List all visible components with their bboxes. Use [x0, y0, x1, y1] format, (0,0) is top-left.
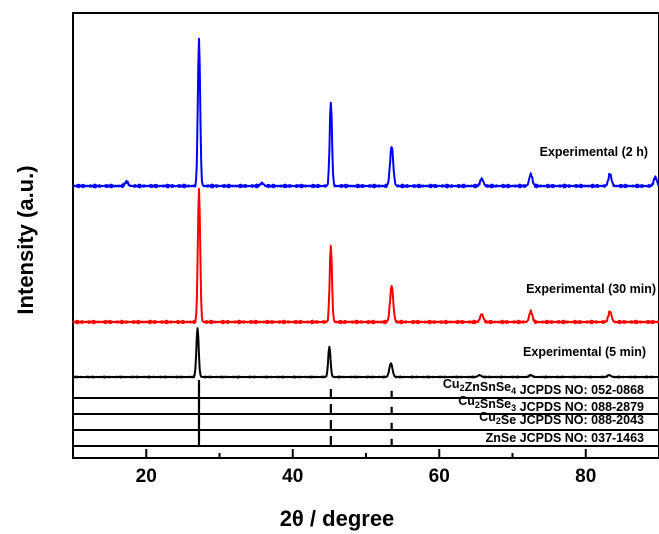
ref-1-label: Cu2ZnSnSe4 JCPDS NO: 052-0868	[443, 377, 644, 397]
ref-4-label: ZnSe JCPDS NO: 037-1463	[486, 431, 644, 445]
series-line-experimental-5-min	[72, 327, 659, 379]
x-tick-label-40: 40	[282, 466, 303, 487]
ref-2-label: Cu2SnSe3 JCPDS NO: 088-2879	[458, 394, 644, 414]
x-tick-label-20: 20	[136, 466, 157, 487]
ref-3-label: Cu2Se JCPDS NO: 088-2043	[479, 410, 644, 427]
series-line-experimental-2-h	[72, 37, 659, 189]
y-axis-title: Intensity (a.u.)	[13, 165, 38, 314]
x-axis-ticks: 20 40 60 80	[72, 449, 659, 487]
x-axis-title: 2θ / degree	[280, 506, 395, 531]
x-tick-label-80: 80	[575, 466, 596, 487]
x-tick-label-60: 60	[429, 466, 450, 487]
series-label-experimental-2-h: Experimental (2 h)	[540, 145, 648, 159]
series-line-experimental-30-min	[72, 187, 659, 325]
series-label-experimental-30-min: Experimental (30 min)	[526, 282, 656, 296]
experimental-series: Experimental (2 h) Experimental (30 min) E…	[72, 37, 659, 379]
series-label-experimental-5-min: Experimental (5 min)	[523, 345, 646, 359]
